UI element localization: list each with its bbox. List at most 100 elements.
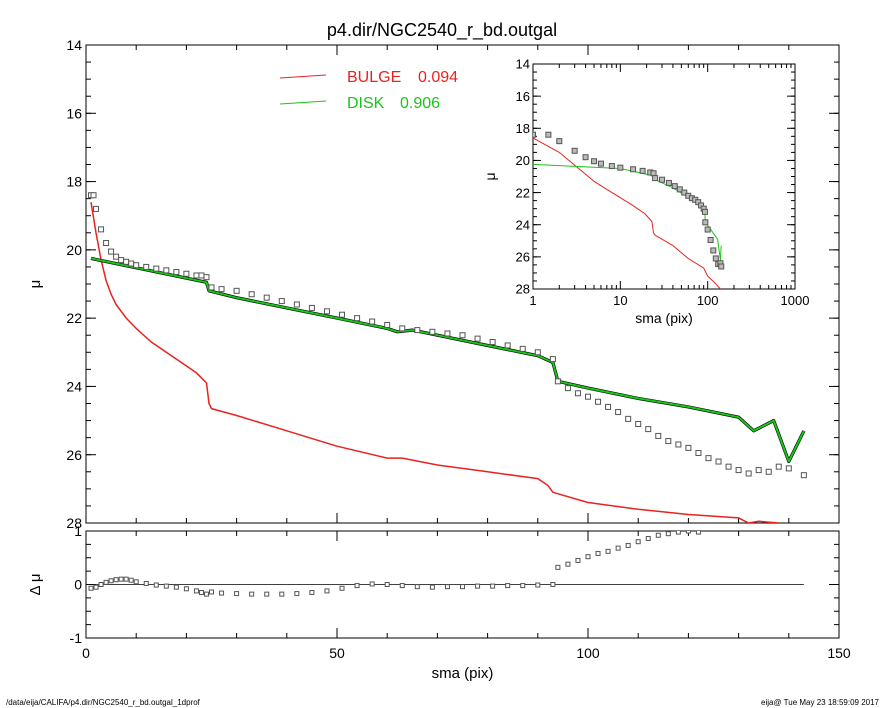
main-data-point [90, 192, 97, 199]
residual-data-point [133, 579, 139, 585]
inset-panel: 1 10 100 1000 14 16 18 20 22 24 26 28 sma (pix) μ [482, 57, 809, 326]
main-data-point [605, 403, 612, 410]
main-data-point [308, 304, 315, 311]
residual-ytick-label: 1 [74, 523, 82, 539]
main-data-point [233, 287, 240, 294]
inset-xtick-label: 1 [529, 293, 536, 308]
main-data-point [564, 385, 571, 392]
inset-data-point [718, 263, 725, 270]
main-data-point [685, 444, 692, 451]
main-data-point [554, 378, 561, 385]
residual-data-point [123, 576, 129, 582]
residual-data-point [369, 581, 375, 587]
residual-data-point [550, 582, 556, 587]
inset-data-point [630, 166, 637, 173]
main-data-point [203, 274, 210, 281]
residual-xtick-label: 50 [329, 645, 345, 661]
main-data-point [123, 258, 130, 265]
inset-data-point [710, 247, 717, 254]
main-data-point [735, 467, 742, 474]
main-data-point [354, 315, 361, 322]
main-data-point [595, 398, 602, 405]
residual-data-point [309, 590, 315, 596]
inset-data-point [659, 176, 666, 183]
main-data-point [339, 311, 346, 318]
main-data-point [248, 291, 255, 298]
residual-data-point [384, 582, 390, 587]
residual-data-point [98, 582, 104, 587]
main-data-point [665, 438, 672, 445]
main-data-point [444, 330, 451, 337]
residual-data-point [595, 550, 601, 556]
residual-data-point [475, 583, 481, 589]
inset-data-point [639, 167, 646, 174]
main-data-point [755, 467, 762, 474]
main-data-point [429, 328, 436, 335]
residual-data-point [354, 583, 360, 589]
residual-data-point [575, 557, 581, 563]
inset-data-point [597, 160, 604, 167]
main-data-point [103, 240, 110, 247]
residual-data-point [93, 584, 99, 590]
main-data-point [263, 294, 270, 301]
inset-ytick-label: 20 [516, 153, 530, 168]
residual-data-point [585, 554, 591, 560]
main-data-point [323, 308, 330, 315]
inset-data [533, 131, 725, 289]
main-data-point [585, 393, 591, 400]
footer-path: /data/eija/CALIFA/p4.dir/NGC2540_r_bd.ou… [6, 698, 201, 707]
main-data-point [118, 257, 125, 264]
main-data-point [785, 465, 792, 472]
legend-bulge-swatch [279, 74, 327, 79]
inset-ytick-label: 26 [516, 250, 530, 265]
main-data-point [108, 248, 115, 255]
residual-data-point [565, 561, 571, 567]
inset-xtick-label: 100 [697, 293, 719, 308]
main-data-point [163, 267, 170, 274]
residual-data-point [209, 589, 214, 595]
main-data-point [128, 260, 135, 267]
main-data-point [519, 345, 526, 352]
inset-data-point [652, 175, 659, 182]
main-data-point [133, 262, 140, 269]
main-data-point [745, 470, 752, 477]
inset-data-point [681, 189, 688, 196]
main-data-point [800, 472, 807, 479]
residual-data-point [143, 580, 149, 586]
inset-data-point [617, 164, 624, 171]
inset-data-point [712, 255, 719, 262]
residual-data-point [264, 591, 270, 597]
footer-timestamp: eija@ Tue May 23 18:59:09 2017 [761, 698, 880, 707]
residual-data-point [339, 585, 345, 591]
inset-data-point [676, 186, 683, 193]
main-data [88, 192, 807, 523]
main-ytick-label: 28 [66, 515, 82, 531]
main-data-point [574, 390, 581, 397]
residual-data-point [234, 591, 240, 597]
residual-data-point [695, 531, 701, 535]
residual-data-point [625, 542, 631, 548]
inset-ytick-label: 22 [516, 185, 530, 200]
inset-data-point [650, 170, 657, 177]
main-data-point [474, 335, 481, 342]
chart-title: p4.dir/NGC2540_r_bd.outgal [327, 20, 557, 41]
main-data-point [695, 450, 702, 457]
residual-data-point [324, 588, 330, 594]
main-ytick-label: 20 [66, 242, 82, 258]
inset-data-point [571, 147, 578, 154]
residual-data-point [128, 577, 134, 583]
inset-bulge-line [533, 137, 721, 289]
main-data-point [675, 441, 682, 448]
main-data-point [414, 327, 421, 334]
main-ytick-label: 24 [66, 378, 82, 394]
main-data-point [143, 263, 150, 270]
residual-data-point [675, 531, 681, 535]
main-ytick-label: 22 [66, 310, 82, 326]
residual-data-point [153, 582, 159, 588]
main-data-point [399, 325, 406, 332]
residual-data-point [505, 583, 511, 589]
residual-data-point [203, 591, 209, 597]
inset-data-point [582, 154, 589, 161]
inset-ytick-label: 16 [516, 89, 530, 104]
